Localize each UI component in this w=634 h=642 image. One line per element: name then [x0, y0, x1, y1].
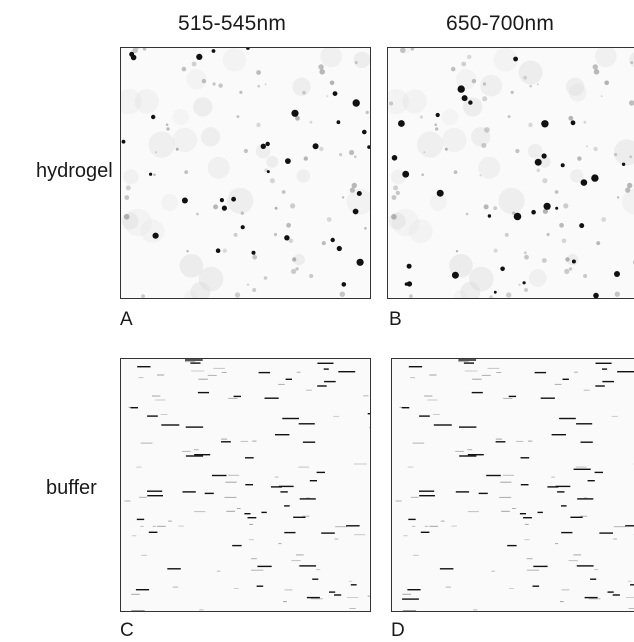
row-label-buffer: buffer [46, 477, 97, 499]
microscopy-panel-b [387, 47, 634, 299]
microscopy-panel-d [391, 358, 634, 612]
column-header-650-700nm: 650-700nm [446, 12, 555, 35]
row-label-hydrogel: hydrogel [36, 160, 113, 182]
panel-label-c: C [120, 620, 134, 641]
panel-label-d: D [391, 620, 405, 641]
microscopy-image [388, 48, 634, 298]
microscopy-image [395, 359, 634, 611]
column-header-515-545nm: 515-545nm [178, 12, 287, 35]
panel-label-b: B [389, 309, 402, 330]
microscopy-panel-a [120, 47, 371, 299]
panel-label-a: A [120, 309, 133, 330]
microscopy-image [121, 48, 370, 298]
microscopy-image [124, 359, 370, 611]
microscopy-panel-c [120, 358, 371, 612]
